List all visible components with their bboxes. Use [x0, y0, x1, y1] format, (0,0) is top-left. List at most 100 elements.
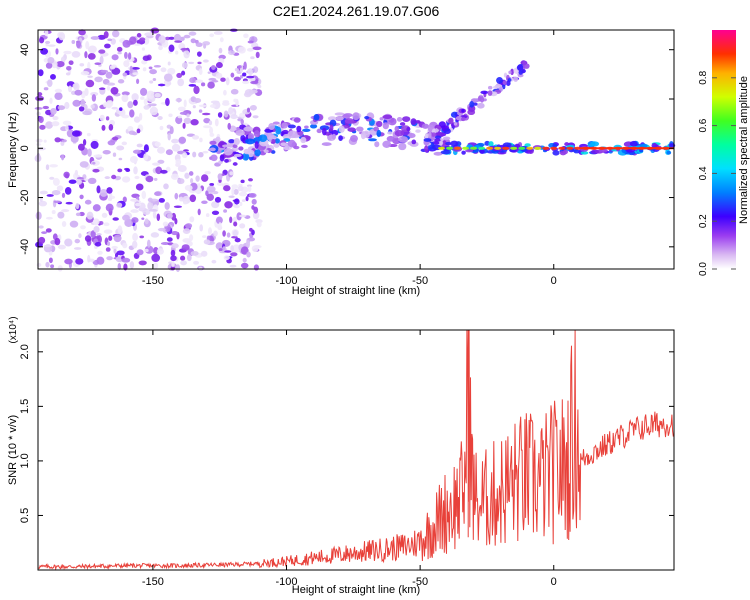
heatmap-cell [248, 192, 257, 198]
heatmap-cell [141, 190, 147, 200]
heatmap-cell [100, 69, 109, 73]
heatmap-cell [558, 146, 566, 150]
heatmap-cell [516, 64, 524, 71]
heatmap-cell [223, 185, 231, 192]
heatmap-cell [57, 244, 66, 250]
heatmap-cell [42, 105, 49, 110]
heatmap-cell [552, 143, 558, 148]
heatmap-cell [629, 140, 638, 147]
heatmap-cell [82, 139, 87, 146]
heatmap-cell [102, 149, 111, 155]
snr-series-line [37, 329, 674, 571]
heatmap-cell [186, 254, 192, 262]
heatmap-cell [329, 124, 334, 132]
heatmap-cell [141, 217, 145, 220]
heatmap-cell [468, 105, 476, 112]
heatmap-cell [231, 235, 238, 239]
heatmap-cell [415, 129, 421, 133]
heatmap-cell [56, 185, 64, 192]
heatmap-cell [179, 111, 187, 115]
x-tick-label: 0 [551, 275, 557, 287]
heatmap-cell [162, 221, 169, 227]
heatmap-cell [104, 176, 111, 180]
heatmap-cell [47, 57, 55, 64]
heatmap-cell [666, 150, 672, 155]
heatmap-cell [505, 80, 511, 86]
heatmap-cell [352, 112, 360, 121]
heatmap-cell [141, 47, 145, 51]
heatmap-cell [101, 124, 106, 131]
heatmap-cell [152, 78, 157, 81]
heatmap-cell [39, 37, 45, 44]
heatmap-cell [168, 44, 175, 52]
heatmap-cell [119, 107, 123, 111]
heatmap-cell [181, 152, 188, 159]
heatmap-cell [239, 201, 243, 207]
heatmap-cell [65, 124, 69, 132]
colorbar-label: Normalized spectral amplitude [738, 76, 750, 224]
heatmap-cell [129, 65, 133, 74]
heatmap-cell [180, 47, 189, 51]
heatmap-cell [542, 146, 550, 150]
heatmap-cell [406, 126, 411, 132]
heatmap-cell [376, 129, 382, 138]
heatmap-cell [140, 96, 145, 100]
heatmap-cell [80, 225, 86, 230]
y-tick-label: 2.0 [19, 344, 31, 359]
heatmap-cell [147, 197, 153, 203]
heatmap-cell [249, 105, 257, 111]
heatmap-cell [245, 138, 255, 145]
heatmap-cell [211, 259, 217, 264]
heatmap-cell [522, 60, 527, 66]
heatmap-cell [170, 249, 176, 257]
heatmap-cell [441, 126, 446, 132]
heatmap-cell [165, 149, 173, 156]
heatmap-cell [246, 251, 251, 258]
heatmap-cell [258, 134, 268, 142]
heatmap-cell [240, 179, 245, 184]
heatmap-cell [188, 61, 195, 65]
heatmap-cell [249, 227, 253, 232]
heatmap-cell [150, 27, 160, 34]
heatmap-cell [214, 118, 219, 127]
heatmap-cell [222, 101, 230, 106]
heatmap-cell [76, 176, 84, 180]
heatmap-cell [66, 66, 72, 71]
heatmap-cell [68, 60, 74, 66]
heatmap-cell [165, 166, 171, 172]
heatmap-cell [203, 239, 211, 245]
heatmap-cell [220, 77, 226, 82]
heatmap-cell [154, 93, 161, 98]
heatmap-cell [487, 90, 493, 96]
heatmap-cell [43, 87, 49, 91]
heatmap-cell [233, 198, 240, 205]
heatmap-cell [461, 108, 465, 113]
heatmap-cell [177, 164, 187, 173]
heatmap-cell [52, 177, 60, 186]
heatmap-cell [135, 183, 144, 191]
heatmap-cell [36, 262, 42, 267]
heatmap-cell [165, 97, 170, 107]
heatmap-cell [107, 38, 113, 42]
heatmap-cell [158, 35, 166, 44]
heatmap-cell [402, 116, 411, 122]
heatmap-cell [242, 72, 247, 77]
heatmap-cell [189, 216, 195, 223]
heatmap-cell [198, 109, 203, 113]
heatmap-cell [465, 149, 474, 153]
heatmap-cell [45, 40, 51, 44]
heatmap-cell [167, 61, 171, 66]
heatmap-cell [434, 135, 442, 140]
x-tick-label: -150 [142, 275, 164, 287]
heatmap-cell [95, 233, 102, 236]
heatmap-cell [201, 174, 209, 182]
heatmap-cell [242, 152, 250, 161]
heatmap-cell [423, 138, 432, 142]
heatmap-cell [197, 208, 201, 216]
heatmap-cell [183, 99, 187, 108]
heatmap-cell [186, 113, 190, 118]
heatmap-cell [64, 101, 70, 110]
snr-multiplier-label: (x10⁴) [8, 316, 19, 343]
heatmap-cell [84, 87, 89, 97]
heatmap-cell [213, 31, 223, 35]
